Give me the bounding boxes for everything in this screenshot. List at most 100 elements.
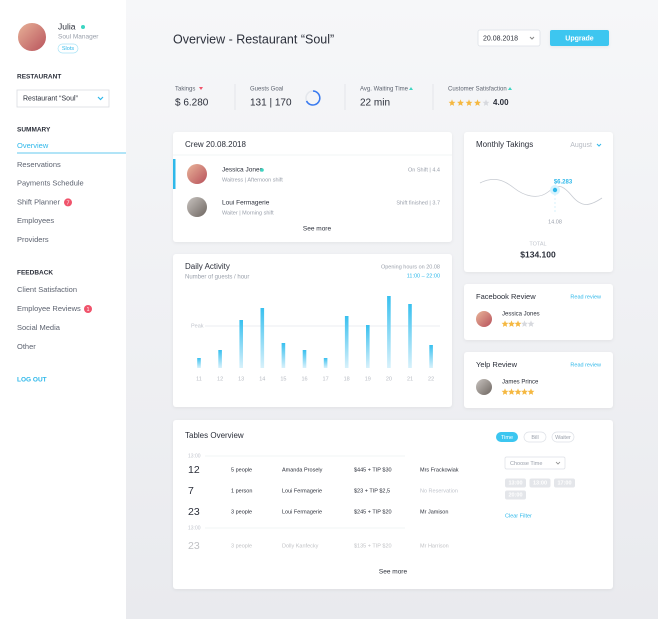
- caret: [596, 143, 602, 147]
- avatar-ring: [16, 21, 48, 53]
- waiter: Dolly Kanfecky: [282, 543, 319, 549]
- star: [508, 320, 515, 327]
- upgrade-label[interactable]: Upgrade: [565, 35, 594, 42]
- member-name: Loui Fermagerie: [222, 200, 270, 207]
- nav-item[interactable]: Social Media: [17, 323, 61, 332]
- time-chip-label[interactable]: 17:00: [557, 480, 571, 486]
- bar: [197, 358, 201, 368]
- table-number: 23: [188, 506, 200, 518]
- time-chip[interactable]: [505, 490, 526, 500]
- trend-up: [409, 87, 413, 90]
- trend-up: [508, 87, 512, 90]
- nav-item[interactable]: Employees: [17, 216, 54, 225]
- table-number: 7: [188, 485, 194, 497]
- avatar: [17, 22, 47, 52]
- badge: [57, 43, 79, 54]
- tables-card: [173, 420, 613, 589]
- time-chip-label[interactable]: 20:00: [508, 492, 522, 498]
- guest: Mr Jamison: [420, 509, 448, 515]
- member-role: Waiter | Morning shift: [222, 210, 274, 216]
- select[interactable]: [16, 89, 110, 108]
- time-select-label: Choose Time: [510, 461, 542, 467]
- user-name: Julia: [58, 21, 76, 31]
- clear-filter[interactable]: Clear Filter: [505, 513, 532, 519]
- time-select[interactable]: [504, 456, 566, 470]
- x-tick-label: 16: [301, 376, 307, 382]
- status-dot: [81, 25, 85, 29]
- star: [514, 388, 522, 395]
- time-chip-label[interactable]: 13:00: [533, 480, 547, 486]
- bill: $23 + TIP $2,5: [354, 488, 390, 494]
- see-more[interactable]: See more: [303, 226, 332, 233]
- people: 5 people: [231, 467, 252, 473]
- nav-item[interactable]: Overview: [17, 141, 49, 150]
- tab-label[interactable]: Bill: [531, 435, 538, 441]
- monthly-card: [464, 132, 613, 272]
- bar: [387, 296, 391, 368]
- nav-item[interactable]: Employee Reviews: [17, 304, 81, 313]
- status-dot: [260, 168, 264, 172]
- x-tick-label: 14: [259, 376, 265, 382]
- hours-value: 11:00 – 22:00: [407, 273, 440, 279]
- waiter: Amanda Prosely: [282, 467, 323, 473]
- review-card: [464, 352, 613, 408]
- nav-item[interactable]: Shift Planner: [17, 197, 60, 206]
- star: [501, 320, 509, 327]
- avatar: [187, 164, 207, 184]
- card-subtitle: Number of guests / hour: [185, 275, 249, 281]
- time-chip-label[interactable]: 13:00: [508, 480, 522, 486]
- nav-badge-count: 7: [66, 200, 69, 206]
- section-label: SUMMARY: [17, 127, 51, 134]
- hours-label: Opening hours on 20.08: [381, 264, 440, 270]
- time-chip[interactable]: [554, 478, 575, 488]
- goal-ring: [305, 90, 321, 106]
- time-label: 13:00: [188, 453, 201, 459]
- nav-item[interactable]: Client Satisfaction: [17, 285, 77, 294]
- select-value: Restaurant “Soul”: [23, 95, 79, 102]
- section-label: FEEDBACK: [17, 270, 53, 277]
- tab[interactable]: [523, 431, 547, 443]
- date-value: 20.08.2018: [483, 35, 518, 42]
- x-tick-label: 13: [238, 376, 244, 382]
- total-label: TOTAL: [529, 241, 546, 247]
- people: 3 people: [231, 509, 252, 515]
- nav-badge: [64, 198, 72, 207]
- active-marker: [173, 159, 176, 189]
- waiter: Loui Fermagerie: [282, 509, 322, 515]
- logout[interactable]: LOG OUT: [17, 377, 47, 384]
- nav-item[interactable]: Reservations: [17, 160, 61, 169]
- time-chip[interactable]: [505, 478, 526, 488]
- tab[interactable]: [496, 432, 518, 442]
- card-title: Crew 20.08.2018: [185, 140, 246, 149]
- point: [552, 187, 558, 193]
- takings-line: [479, 178, 603, 205]
- user-badge: Slots: [62, 46, 74, 52]
- time-chip[interactable]: [529, 478, 551, 488]
- nav-item[interactable]: Providers: [17, 235, 49, 244]
- x-tick-label: 12: [217, 376, 223, 382]
- caret: [529, 36, 535, 40]
- x-tick-label: 15: [280, 376, 286, 382]
- member-role: Waitress | Afternoon shift: [222, 177, 283, 183]
- date-select[interactable]: [477, 29, 541, 47]
- bill: $245 + TIP $20: [354, 509, 392, 515]
- nav-item[interactable]: Other: [17, 342, 36, 351]
- read-review[interactable]: Read review: [570, 294, 601, 300]
- stat-value: 131 | 170: [250, 98, 292, 109]
- read-review[interactable]: Read review: [570, 362, 601, 368]
- stat-value: 22 min: [360, 98, 390, 109]
- see-more[interactable]: See more: [379, 569, 408, 576]
- stat-value: 4.00: [493, 98, 509, 107]
- tab-label[interactable]: Waiter: [555, 435, 571, 441]
- month-select[interactable]: August: [570, 142, 592, 149]
- bar: [366, 325, 370, 368]
- tab-label[interactable]: Time: [501, 435, 513, 441]
- card-title: Tables Overview: [185, 431, 244, 440]
- avatar: [187, 197, 207, 217]
- upgrade-button[interactable]: [550, 30, 609, 46]
- avatar: [476, 311, 492, 327]
- nav-item[interactable]: Payments Schedule: [17, 179, 84, 188]
- section-label: RESTAURANT: [17, 74, 61, 81]
- tab[interactable]: [551, 431, 575, 443]
